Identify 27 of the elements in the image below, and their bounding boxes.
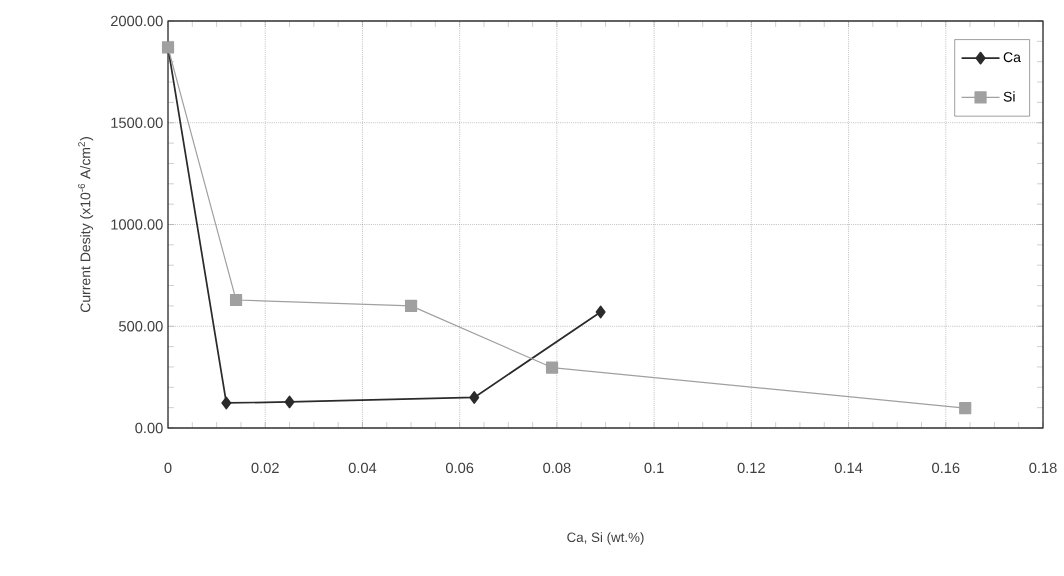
legend-label: Si bbox=[1003, 91, 1015, 102]
x-tick-label: 0.1 bbox=[644, 462, 664, 474]
x-axis-title: Ca, Si (wt.%) bbox=[567, 532, 644, 545]
x-tick-label: 0.06 bbox=[445, 462, 474, 474]
legend-label: Ca bbox=[1003, 52, 1021, 63]
point bbox=[959, 401, 972, 415]
point bbox=[284, 395, 295, 409]
y-axis-title: Current Desity (x10$^{-6}$ A/cm$^{2}$) bbox=[78, 137, 94, 313]
point bbox=[469, 391, 480, 404]
y-tick-label: 1000.00 bbox=[111, 219, 163, 230]
point bbox=[595, 305, 606, 319]
point bbox=[545, 361, 559, 374]
y-tick-label: 500.00 bbox=[119, 321, 163, 332]
x-tick-label: 0.14 bbox=[834, 462, 863, 474]
x-tick-label: 0.08 bbox=[543, 462, 571, 474]
point bbox=[221, 396, 232, 410]
x-tick-label: 0.04 bbox=[348, 462, 377, 474]
y-tick-label: 0.00 bbox=[135, 422, 163, 434]
x-tick-label: 0 bbox=[164, 462, 172, 474]
x-tick-label: 0.02 bbox=[251, 462, 279, 474]
point bbox=[404, 299, 418, 312]
x-tick-label: 0.18 bbox=[1029, 462, 1057, 474]
y-tick-label: 1500.00 bbox=[111, 117, 163, 128]
x-tick-label: 0.12 bbox=[737, 462, 765, 474]
y-tick-label: 2000.00 bbox=[111, 15, 163, 27]
point bbox=[229, 293, 243, 307]
x-tick-label: 0.16 bbox=[932, 462, 960, 474]
